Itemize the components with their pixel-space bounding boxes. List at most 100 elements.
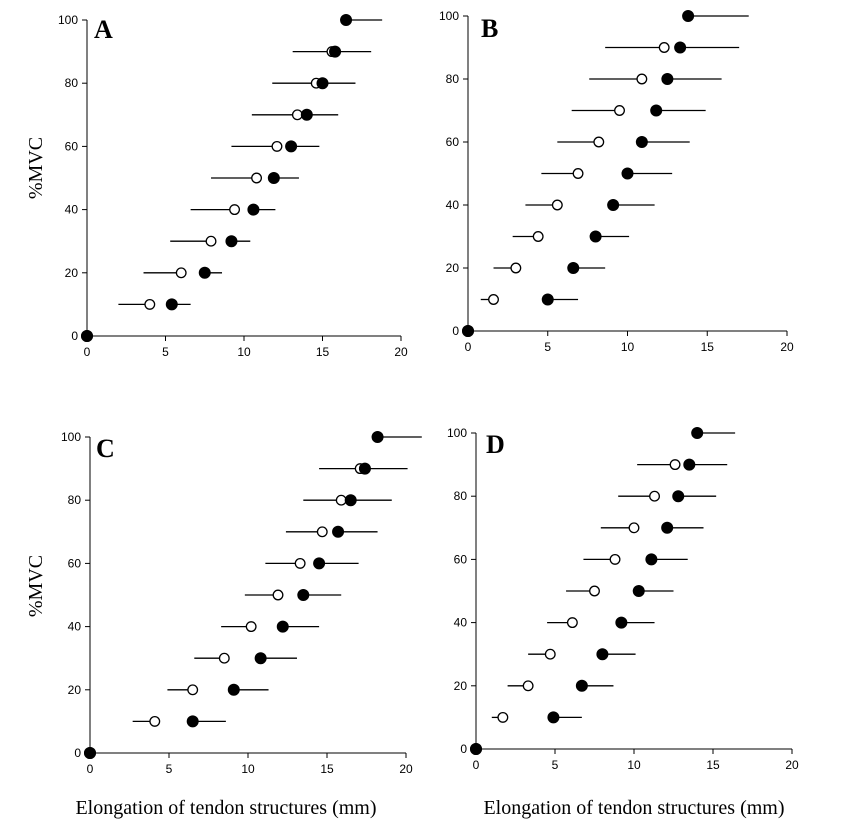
data-point-open [175,267,187,279]
data-point-filled [285,140,298,153]
data-point-filled [316,77,329,90]
x-tick-label: 20 [780,340,794,354]
y-tick-label: 20 [454,679,468,693]
data-point-open [229,204,241,216]
data-point-open [589,585,600,597]
data-point-origin [470,743,482,755]
data-point-filled [650,104,663,117]
data-point-filled [691,427,704,439]
y-tick-label: 80 [454,489,468,503]
data-point-filled [632,585,645,597]
data-point-filled [621,167,634,180]
data-point-filled [596,648,609,661]
y-tick-label: 80 [68,493,82,507]
data-point-open [649,490,660,502]
x-tick-label: 15 [316,345,330,359]
y-tick-label: 40 [454,616,468,630]
y-tick-label: 0 [460,742,467,756]
data-point-filled [683,458,696,471]
data-point-filled [300,108,313,121]
data-point-open [144,298,156,310]
y-tick-label: 100 [447,426,467,440]
data-point-filled [227,683,240,696]
y-tick-label: 20 [68,683,82,697]
x-tick-label: 5 [552,758,559,772]
x-tick-label: 20 [394,345,408,359]
data-point-filled [332,525,345,538]
x-tick-label: 0 [87,762,94,776]
y-tick-label: 40 [65,203,79,217]
x-tick-label: 15 [706,758,720,772]
data-point-open [609,553,621,565]
data-point-filled [575,679,588,692]
x-tick-label: 0 [465,340,472,354]
panel-c: 0 20 40 60 80 100 0 5 10 15 20 C [61,430,422,776]
data-point-open [532,231,544,242]
x-tick-label: 10 [627,758,641,772]
y-axis-title-top: %MVC [25,137,47,199]
data-point-filled [297,589,310,601]
data-point-open [544,648,556,660]
data-point-open [205,235,217,247]
y-tick-label: 40 [68,620,82,634]
data-point-filled [186,715,199,728]
data-point-filled [254,652,267,665]
data-point-open [669,459,681,471]
x-tick-label: 5 [544,340,551,354]
x-tick-label: 0 [84,345,91,359]
data-point-filled [635,136,648,148]
x-tick-label: 20 [785,758,799,772]
y-tick-label: 20 [446,261,460,275]
panel-letter-b: B [481,14,498,43]
data-point-filled [661,73,674,85]
x-tick-label: 10 [621,340,635,354]
y-tick-label: 100 [61,430,81,444]
data-point-origin [462,325,474,337]
data-point-filled [615,616,628,629]
data-point-open [149,715,161,727]
data-point-open [628,522,640,534]
data-point-open [316,526,328,538]
data-point-filled [682,10,695,22]
data-point-open [272,589,284,601]
panel-letter-c: C [96,434,115,463]
data-point-filled [276,620,289,633]
x-tick-label: 5 [162,345,169,359]
data-point-filled [547,711,560,724]
y-axis-title-bottom: %MVC [25,555,47,617]
data-point-open [218,652,230,664]
data-point-filled [358,462,371,475]
x-tick-label: 10 [237,345,251,359]
y-tick-label: 0 [74,746,81,760]
data-point-origin [81,330,93,342]
data-point-filled [661,521,674,534]
x-axis-title-right: Elongation of tendon structures (mm) [483,797,784,819]
x-tick-label: 20 [399,762,413,776]
data-point-open [497,711,509,723]
data-point-filled [607,199,620,211]
data-point-filled [589,230,602,243]
data-point-open [593,136,605,148]
data-point-open [294,557,306,569]
data-point-open [271,140,283,152]
data-point-filled [225,235,238,248]
panel-a: 0 20 40 60 80 100 0 5 10 15 20 A [58,13,408,359]
x-tick-label: 10 [241,762,255,776]
data-point-open [572,168,584,179]
panel-d: 0 20 40 60 80 100 0 5 10 15 20 D [447,426,799,772]
data-point-filled [198,266,211,279]
data-point-origin [84,747,96,759]
y-tick-label: 20 [65,266,79,280]
data-point-filled [674,41,687,54]
data-point-open [551,199,563,211]
data-point-open [335,494,347,506]
y-tick-label: 40 [446,198,460,212]
y-tick-label: 80 [446,72,460,86]
data-point-open [245,621,257,633]
data-point-open [658,42,670,53]
data-point-open [614,105,625,116]
data-point-open [187,684,199,696]
data-point-open [291,109,303,121]
data-point-filled [267,172,280,184]
